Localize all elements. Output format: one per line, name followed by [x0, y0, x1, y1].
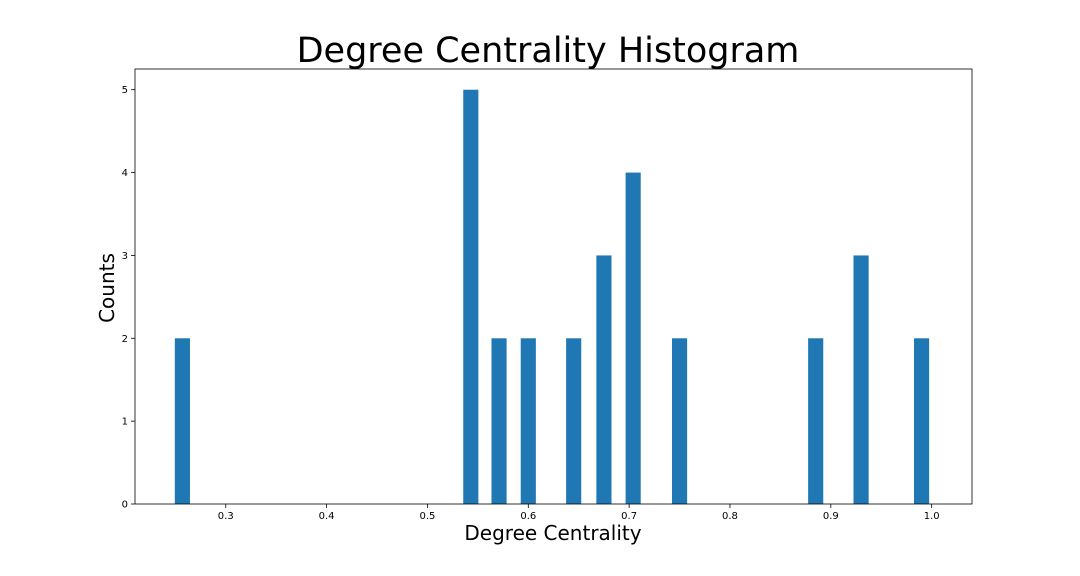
- y-tick-label: 1: [122, 417, 128, 428]
- histogram-bar: [596, 255, 612, 504]
- x-axis-label: Degree Centrality: [464, 521, 641, 545]
- histogram-bar: [174, 338, 190, 504]
- histogram-bar: [853, 255, 869, 504]
- histogram-bar: [671, 338, 688, 504]
- x-tick-label: 0.8: [722, 511, 738, 522]
- histogram-bar: [520, 338, 536, 504]
- x-tick-label: 0.4: [319, 511, 335, 522]
- histogram-bar: [491, 338, 507, 504]
- y-axis-ticks: 0 1 2 3 4 5: [122, 85, 135, 511]
- y-tick-label: 4: [122, 168, 128, 179]
- y-tick-label: 2: [122, 334, 128, 345]
- x-tick-label: 0.7: [621, 511, 637, 522]
- bars-layer: [174, 89, 930, 505]
- y-tick-label: 0: [122, 500, 128, 511]
- y-tick-label: 3: [122, 251, 128, 262]
- chart-title: Degree Centrality Histogram: [297, 31, 800, 71]
- x-axis-ticks: 0.3 0.4 0.5 0.6 0.7 0.8 0.9 1.0: [218, 504, 940, 522]
- histogram-bar: [808, 338, 824, 504]
- plot-frame: [134, 68, 973, 505]
- histogram-bar: [914, 338, 930, 504]
- x-tick-label: 1.0: [924, 511, 940, 522]
- x-tick-label: 0.3: [218, 511, 234, 522]
- histogram-bar: [463, 89, 479, 505]
- x-tick-label: 0.6: [520, 511, 536, 522]
- histogram-bar: [566, 338, 582, 504]
- x-tick-label: 0.5: [419, 511, 435, 522]
- histogram-bar: [625, 172, 641, 504]
- x-tick-label: 0.9: [823, 511, 839, 522]
- y-tick-label: 5: [122, 85, 128, 96]
- y-axis-label: Counts: [95, 253, 119, 323]
